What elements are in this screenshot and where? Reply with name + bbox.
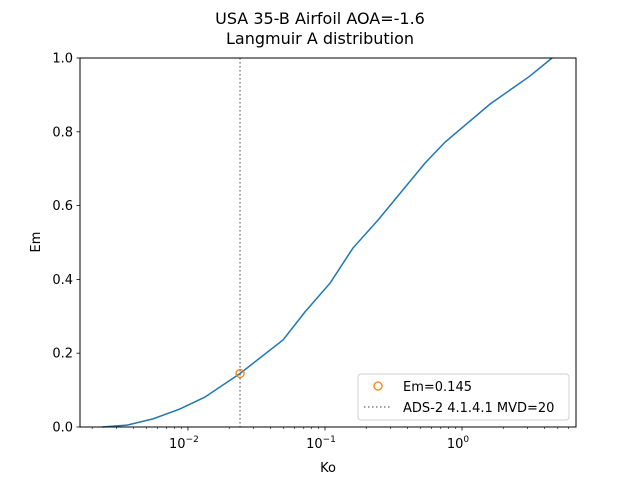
legend-label-ads: ADS-2 4.1.4.1 MVD=20	[403, 401, 554, 416]
em-marker	[235, 368, 245, 379]
y-tick-label: 1.0	[52, 52, 73, 67]
legend: Em=0.145 ADS-2 4.1.4.1 MVD=20	[357, 373, 570, 421]
x-tick-exponent: −1	[323, 435, 336, 445]
x-tick-label: 10−1	[306, 435, 336, 452]
y-tick-label: 0.4	[52, 273, 73, 288]
x-axis-label: Ko	[320, 461, 336, 476]
y-axis-label: Em	[29, 232, 44, 253]
legend-box	[357, 373, 570, 421]
chart-subtitle: Langmuir A distribution	[226, 29, 414, 48]
em-curve-line	[101, 57, 553, 428]
x-tick-label: 10−2	[169, 435, 199, 452]
x-tick-exponent: 0	[463, 435, 469, 445]
x-tick-label: 100	[447, 435, 470, 452]
y-tick-label: 0.6	[52, 199, 73, 214]
legend-marker-em	[373, 381, 383, 391]
y-tick-label: 0.0	[52, 421, 73, 436]
plot-frame	[79, 57, 577, 428]
legend-label-em: Em=0.145	[403, 380, 472, 395]
chart-title: USA 35-B Airfoil AOA=-1.6	[215, 9, 425, 28]
y-tick-label: 0.2	[52, 347, 73, 362]
y-tick-label: 0.8	[52, 125, 73, 140]
x-tick-exponent: −2	[186, 435, 199, 445]
